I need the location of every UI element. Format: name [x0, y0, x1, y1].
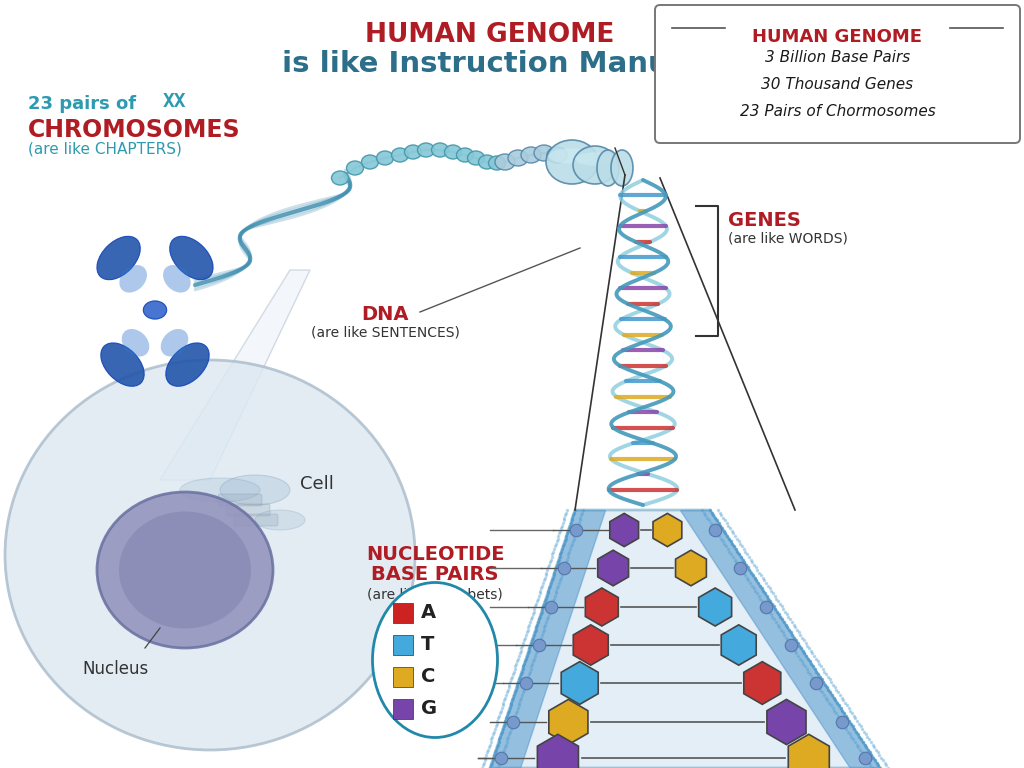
Ellipse shape [122, 329, 150, 356]
Polygon shape [676, 550, 707, 586]
Text: BASE PAIRS: BASE PAIRS [372, 565, 499, 584]
Polygon shape [573, 625, 608, 665]
Text: A: A [421, 604, 436, 623]
Ellipse shape [521, 147, 541, 163]
Text: (are like SENTENCES): (are like SENTENCES) [310, 325, 460, 339]
FancyBboxPatch shape [234, 514, 278, 526]
Text: 30 Thousand Genes: 30 Thousand Genes [762, 77, 913, 92]
FancyBboxPatch shape [393, 603, 413, 623]
Ellipse shape [170, 237, 213, 280]
Ellipse shape [597, 150, 618, 186]
Polygon shape [610, 513, 639, 547]
FancyBboxPatch shape [393, 667, 413, 687]
FancyBboxPatch shape [655, 5, 1020, 143]
Polygon shape [721, 625, 756, 665]
Polygon shape [538, 734, 579, 768]
Text: (are like CHAPTERS): (are like CHAPTERS) [28, 142, 182, 157]
Ellipse shape [391, 148, 409, 162]
Ellipse shape [404, 145, 422, 159]
Text: Nucleus: Nucleus [82, 660, 148, 678]
Ellipse shape [495, 154, 515, 170]
Text: NUCLEOTIDE: NUCLEOTIDE [366, 545, 504, 564]
Text: 23 pairs of: 23 pairs of [28, 95, 136, 113]
Text: HUMAN GENOME: HUMAN GENOME [753, 28, 923, 46]
Ellipse shape [377, 151, 393, 165]
Ellipse shape [255, 510, 305, 530]
Ellipse shape [488, 156, 506, 170]
Polygon shape [767, 700, 806, 744]
Text: Cell: Cell [300, 475, 334, 493]
FancyBboxPatch shape [393, 699, 413, 719]
Polygon shape [653, 513, 682, 547]
Ellipse shape [418, 143, 434, 157]
Ellipse shape [575, 152, 614, 166]
Ellipse shape [161, 329, 188, 356]
Ellipse shape [611, 150, 633, 186]
Ellipse shape [468, 151, 484, 165]
Ellipse shape [373, 582, 498, 737]
Ellipse shape [546, 140, 598, 184]
Text: C: C [421, 667, 435, 687]
Ellipse shape [508, 150, 528, 166]
Text: (are like Alphabets): (are like Alphabets) [368, 588, 503, 602]
Polygon shape [598, 550, 629, 586]
Ellipse shape [534, 145, 554, 161]
Polygon shape [788, 734, 829, 768]
Ellipse shape [143, 301, 167, 319]
Polygon shape [490, 510, 880, 768]
Text: (are like WORDS): (are like WORDS) [728, 231, 848, 245]
Ellipse shape [547, 147, 567, 163]
Ellipse shape [361, 155, 379, 169]
FancyBboxPatch shape [226, 504, 270, 516]
Ellipse shape [97, 492, 273, 648]
Text: DNA: DNA [361, 305, 409, 324]
Ellipse shape [120, 265, 147, 293]
Polygon shape [561, 662, 598, 704]
Ellipse shape [163, 265, 190, 293]
Ellipse shape [100, 343, 144, 386]
Ellipse shape [431, 143, 449, 157]
Polygon shape [549, 700, 588, 744]
Ellipse shape [573, 146, 617, 184]
Text: XX: XX [163, 92, 186, 111]
Text: CHROMOSOMES: CHROMOSOMES [28, 118, 241, 142]
Ellipse shape [444, 145, 462, 159]
Ellipse shape [5, 360, 415, 750]
Ellipse shape [346, 161, 364, 175]
Ellipse shape [332, 171, 348, 185]
Ellipse shape [119, 511, 251, 628]
FancyBboxPatch shape [393, 635, 413, 655]
Ellipse shape [166, 343, 209, 386]
Text: HUMAN GENOME: HUMAN GENOME [366, 22, 614, 48]
Ellipse shape [549, 148, 595, 164]
Ellipse shape [97, 237, 140, 280]
Text: T: T [421, 635, 434, 654]
Polygon shape [586, 588, 618, 626]
Text: is like Instruction Manual: is like Instruction Manual [282, 50, 698, 78]
FancyBboxPatch shape [218, 494, 262, 506]
Text: 23 Pairs of Chormosomes: 23 Pairs of Chormosomes [739, 104, 935, 119]
Polygon shape [160, 270, 310, 480]
Ellipse shape [180, 478, 260, 502]
Polygon shape [743, 662, 780, 704]
Text: GENES: GENES [728, 211, 801, 230]
Ellipse shape [478, 155, 496, 169]
Text: G: G [421, 700, 437, 719]
Ellipse shape [457, 148, 473, 162]
Text: 3 Billion Base Pairs: 3 Billion Base Pairs [765, 50, 910, 65]
Ellipse shape [220, 475, 290, 505]
Polygon shape [698, 588, 731, 626]
